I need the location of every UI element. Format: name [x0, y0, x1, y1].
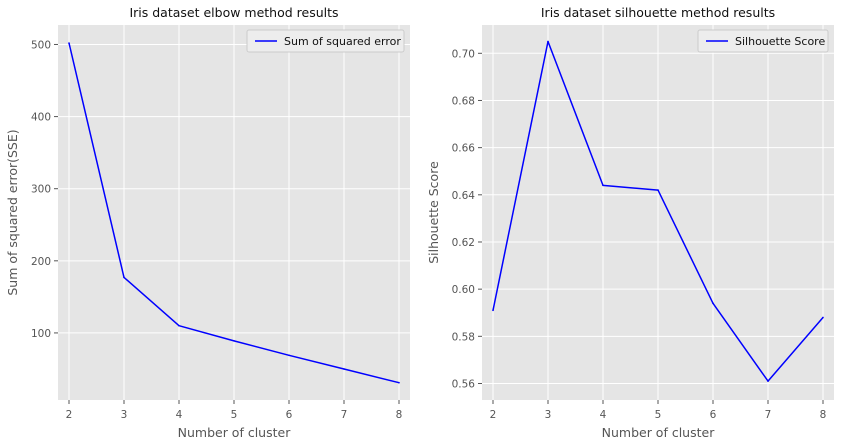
- x-tick-label: 4: [176, 409, 183, 421]
- y-tick-label: 0.60: [452, 284, 475, 296]
- data-point: [233, 340, 235, 342]
- legend-label: Sum of squared error: [284, 35, 401, 48]
- x-tick-label: 7: [341, 409, 348, 421]
- y-tick-label: 0.58: [452, 331, 475, 343]
- y-tick-label: 400: [31, 112, 51, 124]
- x-tick-label: 4: [600, 409, 607, 421]
- data-point: [492, 309, 494, 312]
- x-tick-label: 5: [231, 409, 238, 421]
- legend: Sum of squared error: [246, 29, 405, 53]
- data-point: [602, 184, 604, 187]
- y-tick-label: 500: [31, 39, 51, 51]
- x-tick-label: 6: [710, 409, 717, 421]
- data-point: [822, 316, 824, 319]
- y-tick-label: 100: [31, 328, 51, 340]
- y-tick-label: 200: [31, 256, 51, 268]
- x-tick-label: 8: [820, 409, 827, 421]
- x-tick-label: 2: [66, 409, 73, 421]
- legend: Silhouette Score: [697, 29, 829, 53]
- legend-box: [697, 29, 829, 53]
- data-point: [178, 324, 180, 327]
- x-axis-label: Number of cluster: [602, 425, 716, 440]
- x-tick-label: 2: [490, 409, 497, 421]
- chart-title: Iris dataset elbow method results: [129, 5, 338, 20]
- y-tick-label: 0.56: [452, 378, 476, 390]
- x-tick-label: 6: [286, 409, 293, 421]
- legend-box: [246, 29, 405, 53]
- data-point: [288, 354, 290, 357]
- chart-title: Iris dataset silhouette method results: [541, 5, 775, 20]
- data-point: [343, 368, 345, 370]
- silhouette-chart: 2 3 4 5 6 7 8 0.56 0.58 0.60 0.62 0.64 0.66 0.68 0.70 I…: [426, 5, 834, 440]
- y-axis-label: Sum of squared error(SSE): [5, 129, 20, 295]
- data-point: [398, 381, 400, 384]
- elbow-chart: 2 3 4 5 6 7 8 100 200 300 400 500 Iris dataset elbow…: [5, 5, 410, 440]
- legend-label: Silhouette Score: [735, 35, 825, 48]
- x-axis-label: Number of cluster: [178, 425, 292, 440]
- y-tick-label: 0.64: [452, 190, 476, 202]
- y-axis-label: Silhouette Score: [426, 161, 441, 264]
- data-point: [123, 276, 125, 279]
- data-point: [547, 40, 549, 43]
- x-tick-label: 8: [396, 409, 403, 421]
- y-tick-label: 0.68: [452, 95, 475, 107]
- y-tick-label: 0.62: [452, 237, 475, 249]
- x-tick-label: 3: [121, 409, 128, 421]
- data-point: [767, 380, 769, 382]
- data-point: [712, 302, 714, 305]
- x-tick-label: 3: [545, 409, 552, 421]
- data-point: [657, 189, 659, 191]
- data-point: [68, 42, 70, 44]
- y-tick-label: 300: [31, 184, 51, 196]
- x-tick-label: 7: [765, 409, 772, 421]
- x-tick-label: 5: [655, 409, 662, 421]
- y-tick-label: 0.70: [452, 48, 475, 60]
- y-tick-label: 0.66: [452, 143, 476, 155]
